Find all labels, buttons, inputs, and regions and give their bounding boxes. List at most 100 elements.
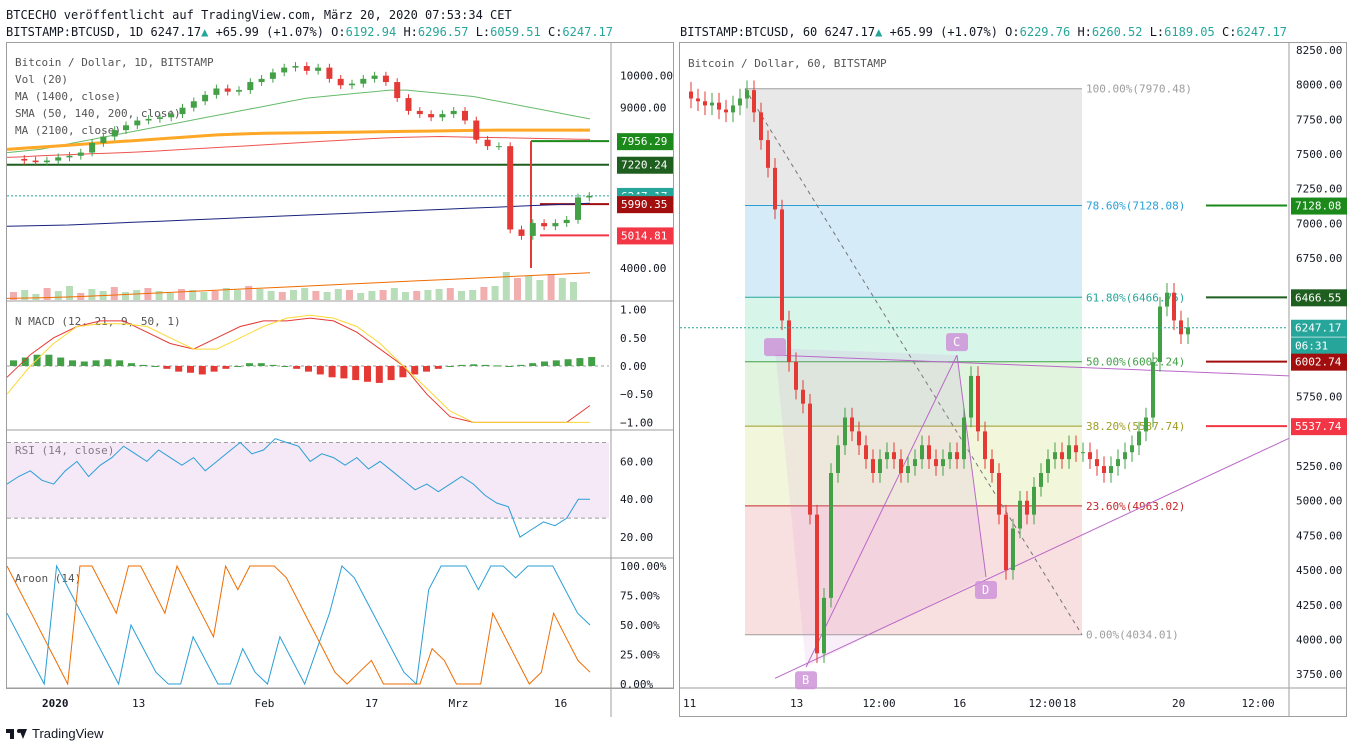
left-candle-body [507, 146, 514, 230]
left-low: 6059.51 [490, 25, 541, 39]
right-price-tick: 6750.00 [1296, 252, 1342, 265]
right-candle-body [829, 473, 833, 598]
macd-hist-bar [470, 364, 478, 366]
macd-hist-bar [10, 360, 17, 366]
volume-bar [301, 288, 309, 300]
right-h-label: H: [1077, 25, 1092, 39]
left-candle-body [563, 219, 570, 224]
volume-bar [43, 288, 51, 300]
publish-header: BTCECHO veröffentlicht auf TradingView.c… [6, 8, 512, 22]
right-candle-body [731, 105, 735, 113]
right-price-tick: 5250.00 [1296, 460, 1342, 473]
left-candle-body [586, 195, 593, 198]
macd-hist-bar [446, 366, 454, 367]
volume-bar [390, 288, 398, 300]
volume-bar [133, 290, 141, 300]
left-time-tick: 17 [365, 697, 378, 710]
right-candle-body [1060, 452, 1064, 460]
right-candle-body [955, 452, 959, 460]
left-symbol: BITSTAMP:BTCUSD, 1D [6, 25, 144, 39]
right-candle-body [1088, 452, 1092, 460]
left-ma-blue-line [6, 202, 591, 227]
right-candle-body [1172, 292, 1176, 321]
left-time-tick: Mrz [449, 697, 469, 710]
left-candle-body [495, 146, 502, 148]
right-price-tick: 7000.00 [1296, 217, 1342, 230]
rsi-tick: 20.00 [620, 531, 653, 544]
left-time-tick: 2020 [42, 697, 69, 710]
macd-hist-bar [246, 363, 253, 366]
macd-tick: −0.50 [620, 388, 653, 401]
right-candle-body [1095, 459, 1099, 467]
macd-hist-bar [505, 366, 513, 367]
macd-hist-bar [552, 360, 560, 366]
aroon-tick: 75.00% [620, 590, 660, 603]
right-candle-body [1123, 452, 1127, 460]
left-candle-body [258, 78, 265, 83]
right-candle-body [822, 597, 826, 654]
macd-hist-bar [458, 364, 466, 366]
left-candle-body [541, 223, 548, 227]
left-l-label: L: [475, 25, 491, 39]
right-candle-body [1067, 445, 1071, 460]
pattern-bc-line [805, 354, 958, 668]
right-candle-body [787, 320, 791, 363]
macd-tick: −1.00 [620, 416, 653, 429]
volume-bar [21, 290, 29, 300]
right-candle-body [1116, 459, 1120, 467]
macd-hist-bar [21, 357, 29, 366]
right-candle-body [773, 167, 777, 210]
left-candle-body [190, 101, 197, 108]
right-candle-body [927, 445, 931, 460]
volume-bar [245, 286, 253, 300]
right-candle-body [1151, 362, 1155, 418]
volume-bar [189, 290, 197, 300]
left-candle-body [349, 83, 355, 86]
left-candle-body [145, 118, 152, 121]
volume-bar [66, 286, 73, 300]
right-time-tick: 12:00 [863, 697, 896, 710]
left-candle-body [179, 107, 186, 115]
right-candle-body [976, 375, 980, 432]
right-candle-body [913, 459, 917, 467]
right-candle-body [1144, 417, 1148, 432]
right-candle-body [892, 452, 896, 460]
left-ma-red-line [6, 135, 591, 158]
right-candle-body [899, 459, 903, 473]
right-price-tick: 5750.00 [1296, 391, 1342, 404]
volume-bar [379, 290, 387, 300]
left-price-tag: 5990.35 [621, 198, 667, 211]
macd-tick: 0.50 [620, 332, 647, 345]
volume-bar [558, 278, 566, 300]
left-candle-body [269, 72, 276, 79]
right-price-tick: 4250.00 [1296, 599, 1342, 612]
right-chart-frame [679, 42, 1347, 717]
aroon-up-line [6, 564, 591, 686]
volume-bar [491, 286, 499, 300]
left-time-tick: 16 [554, 697, 567, 710]
macd-hist-bar [434, 366, 442, 369]
left-price-tick: 9000.00 [620, 102, 666, 115]
left-price-tag: 5014.81 [621, 229, 667, 242]
right-price-tag: 06:31 [1295, 339, 1328, 352]
right-symbol-header: BITSTAMP:BTCUSD, 60 6247.17▲ +65.99 (+1.… [680, 25, 1287, 39]
left-candle-body [156, 117, 163, 119]
volume-bar [323, 292, 331, 300]
right-candle-body [801, 389, 805, 404]
tradingview-footer[interactable]: TradingView [6, 726, 104, 741]
right-candle-body [780, 209, 784, 321]
left-candle-body [518, 229, 525, 236]
right-candle-body [997, 473, 1001, 515]
volume-bar [357, 293, 365, 300]
fib-level-label: 78.60%(7128.08) [1086, 200, 1185, 213]
volume-bar [155, 291, 163, 300]
aroon-tick: 0.00% [620, 678, 653, 691]
right-l-label: L: [1149, 25, 1165, 39]
right-candle-body [1102, 466, 1106, 473]
left-price-tick: 4000.00 [620, 262, 666, 275]
right-candle-body [878, 459, 882, 473]
left-candle-body [360, 78, 367, 84]
volume-bar [10, 292, 17, 300]
left-indicator-label: SMA (50, 140, 200, close) [15, 107, 181, 120]
